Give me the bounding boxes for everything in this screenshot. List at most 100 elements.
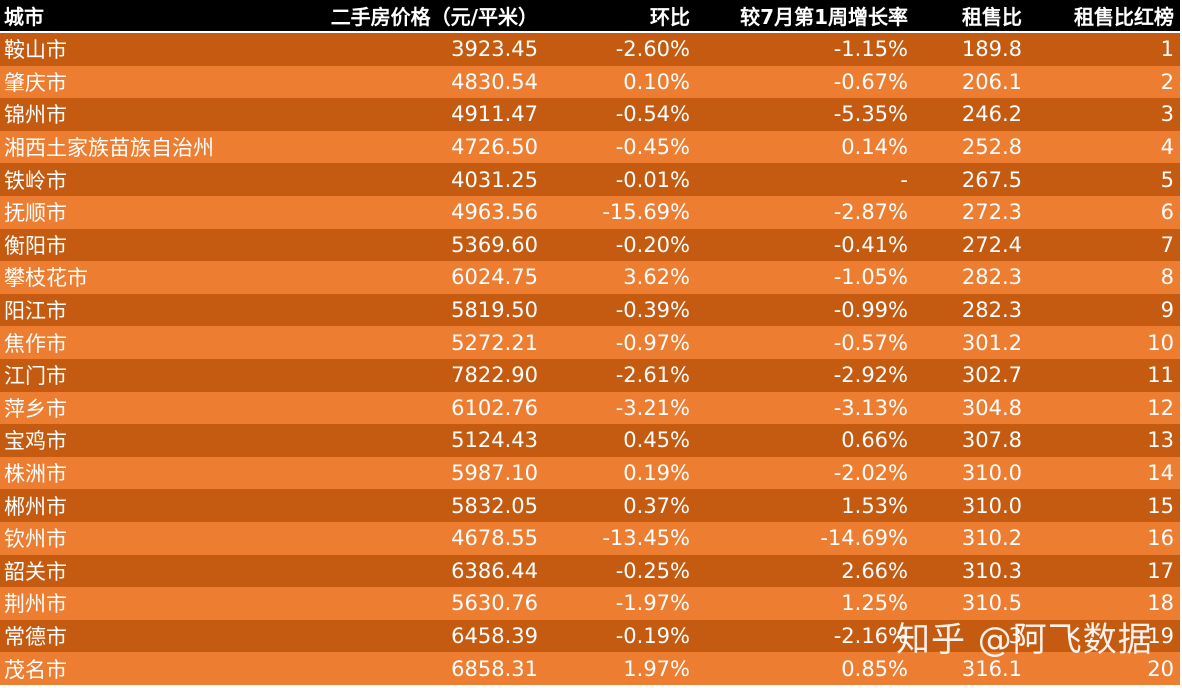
cell-city: 抚顺市 [4, 201, 67, 226]
cell-rank: 10 [1147, 330, 1174, 355]
cell-mom: -0.19% [615, 623, 690, 648]
cell-city: 衡阳市 [4, 233, 67, 258]
cell-mom: -0.25% [615, 558, 690, 583]
cell-city: 焦作市 [4, 331, 67, 356]
cell-rent-ratio: 310.0 [961, 493, 1022, 518]
cell-mom: -15.69% [602, 200, 690, 225]
cell-rank: 20 [1147, 656, 1174, 681]
cell-city: 江门市 [4, 364, 67, 389]
table-row: 阳江市 5819.50 -0.39% -0.99% 282.3 9 [0, 293, 1180, 327]
cell-week-growth: -1.15% [833, 37, 908, 62]
cell-rank: 6 [1160, 200, 1174, 225]
cell-mom: 1.97% [623, 656, 690, 681]
cell-week-growth: 2.66% [841, 558, 908, 583]
cell-rent-ratio: 304.8 [961, 395, 1022, 420]
header-city: 城市 [4, 5, 44, 29]
cell-week-growth: 0.85% [841, 656, 908, 681]
cell-rank: 8 [1160, 265, 1174, 290]
cell-mom: -0.20% [615, 232, 690, 257]
cell-city: 韶关市 [4, 559, 67, 584]
cell-rank: 5 [1160, 167, 1174, 192]
table-row: 株洲市 5987.10 0.19% -2.02% 310.0 14 [0, 456, 1180, 490]
cell-week-growth: -0.57% [833, 330, 908, 355]
table-row: 郴州市 5832.05 0.37% 1.53% 310.0 15 [0, 489, 1180, 522]
cell-rank: 9 [1160, 298, 1174, 323]
table-row: 常德市 6458.39 -0.19% -2.16% 3 19 [0, 619, 1180, 653]
cell-rank: 14 [1147, 461, 1174, 486]
cell-price: 6858.31 [451, 656, 538, 681]
table-row: 湘西土家族苗族自治州 4726.50 -0.45% 0.14% 252.8 4 [0, 130, 1180, 164]
cell-mom: 0.37% [623, 493, 690, 518]
header-mom: 环比 [650, 5, 690, 29]
cell-price: 5987.10 [451, 461, 538, 486]
cell-price: 6458.39 [451, 623, 538, 648]
table-row: 萍乡市 6102.76 -3.21% -3.13% 304.8 12 [0, 391, 1180, 425]
header-rank: 租售比红榜 [1074, 5, 1174, 29]
cell-mom: 0.19% [623, 461, 690, 486]
cell-price: 5832.05 [451, 493, 538, 518]
cell-week-growth: -0.67% [833, 69, 908, 94]
cell-city: 郴州市 [4, 494, 67, 519]
cell-rent-ratio: 310.3 [961, 558, 1022, 583]
cell-price: 4678.55 [451, 526, 538, 551]
cell-week-growth: -5.35% [833, 102, 908, 127]
cell-city: 钦州市 [4, 527, 67, 552]
cell-rent-ratio: 252.8 [961, 135, 1022, 160]
cell-city: 茂名市 [4, 657, 67, 682]
cell-rent-ratio: 282.3 [961, 298, 1022, 323]
table-row: 宝鸡市 5124.43 0.45% 0.66% 307.8 13 [0, 424, 1180, 457]
table-row: 攀枝花市 6024.75 3.62% -1.05% 282.3 8 [0, 261, 1180, 294]
header-rent-ratio: 租售比 [962, 5, 1022, 29]
cell-rent-ratio: 307.8 [961, 428, 1022, 453]
cell-city: 铁岭市 [4, 168, 67, 193]
cell-price: 4726.50 [451, 135, 538, 160]
cell-rent-ratio: 246.2 [961, 102, 1022, 127]
cell-rent-ratio: 206.1 [961, 69, 1022, 94]
cell-price: 4911.47 [451, 102, 538, 127]
table-body: 鞍山市 3923.45 -2.60% -1.15% 189.8 1 肇庆市 4830.54 0.… [0, 33, 1180, 685]
cell-rank: 4 [1160, 135, 1174, 160]
cell-week-growth: -3.13% [833, 395, 908, 420]
cell-mom: 0.45% [623, 428, 690, 453]
header-price: 二手房价格（元/平米） [330, 5, 538, 29]
cell-rank: 7 [1160, 232, 1174, 257]
cell-price: 5272.21 [451, 330, 538, 355]
cell-week-growth: 1.53% [841, 493, 908, 518]
cell-mom: -0.01% [615, 167, 690, 192]
table-row: 抚顺市 4963.56 -15.69% -2.87% 272.3 6 [0, 195, 1180, 229]
cell-price: 4031.25 [451, 167, 538, 192]
cell-mom: -0.97% [615, 330, 690, 355]
cell-city: 鞍山市 [4, 38, 67, 63]
cell-city: 阳江市 [4, 299, 67, 324]
cell-price: 4830.54 [451, 69, 538, 94]
cell-week-growth: -2.92% [833, 363, 908, 388]
cell-mom: -1.97% [615, 591, 690, 616]
table-row: 焦作市 5272.21 -0.97% -0.57% 301.2 10 [0, 326, 1180, 359]
table-row: 钦州市 4678.55 -13.45% -14.69% 310.2 16 [0, 521, 1180, 555]
cell-rank: 12 [1147, 395, 1174, 420]
cell-price: 5630.76 [451, 591, 538, 616]
table-row: 茂名市 6858.31 1.97% 0.85% 316.1 20 [0, 652, 1180, 685]
cell-week-growth: -0.99% [833, 298, 908, 323]
cell-rent-ratio: 267.5 [961, 167, 1022, 192]
cell-rank: 18 [1147, 591, 1174, 616]
cell-rank: 2 [1160, 69, 1174, 94]
cell-price: 6102.76 [451, 395, 538, 420]
cell-price: 5369.60 [451, 232, 538, 257]
cell-city: 荆州市 [4, 592, 67, 617]
cell-week-growth: 1.25% [841, 591, 908, 616]
cell-week-growth: 0.14% [841, 135, 908, 160]
cell-rent-ratio: 310.5 [961, 591, 1022, 616]
cell-city: 宝鸡市 [4, 429, 67, 454]
cell-week-growth: -2.16% [833, 623, 908, 648]
table-row: 鞍山市 3923.45 -2.60% -1.15% 189.8 1 [0, 33, 1180, 66]
cell-price: 5819.50 [451, 298, 538, 323]
cell-mom: -2.61% [615, 363, 690, 388]
cell-rank: 16 [1147, 526, 1174, 551]
cell-mom: 3.62% [623, 265, 690, 290]
cell-rent-ratio: 316.1 [961, 656, 1022, 681]
cell-city: 常德市 [4, 624, 67, 649]
cell-rent-ratio: 272.4 [961, 232, 1022, 257]
header-week-growth: 较7月第1周增长率 [740, 5, 908, 29]
